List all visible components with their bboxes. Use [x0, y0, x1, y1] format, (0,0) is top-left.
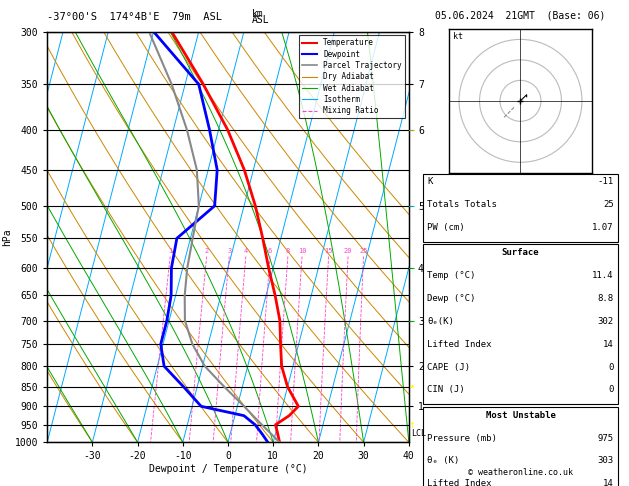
Text: km: km: [252, 9, 264, 19]
Text: PW (cm): PW (cm): [427, 223, 465, 232]
Text: 0: 0: [608, 385, 614, 395]
Text: θₑ (K): θₑ (K): [427, 456, 459, 466]
Text: 25: 25: [359, 248, 368, 254]
Text: 1: 1: [168, 248, 172, 254]
Text: 975: 975: [598, 434, 614, 443]
Text: LCL: LCL: [411, 429, 426, 438]
Text: 11.4: 11.4: [593, 271, 614, 280]
Text: 15: 15: [325, 248, 333, 254]
Text: 20: 20: [344, 248, 352, 254]
Text: 8: 8: [286, 248, 290, 254]
X-axis label: Dewpoint / Temperature (°C): Dewpoint / Temperature (°C): [148, 464, 308, 474]
Text: Lifted Index: Lifted Index: [427, 340, 492, 349]
Text: 0: 0: [608, 363, 614, 372]
Text: 2: 2: [204, 248, 209, 254]
Text: Dewp (°C): Dewp (°C): [427, 294, 476, 303]
Text: •: •: [409, 382, 415, 392]
Text: kt: kt: [453, 33, 463, 41]
Legend: Temperature, Dewpoint, Parcel Trajectory, Dry Adiabat, Wet Adiabat, Isotherm, Mi: Temperature, Dewpoint, Parcel Trajectory…: [299, 35, 405, 118]
Text: Most Unstable: Most Unstable: [486, 411, 555, 420]
Text: 3: 3: [227, 248, 231, 254]
Text: Totals Totals: Totals Totals: [427, 200, 497, 209]
Text: 303: 303: [598, 456, 614, 466]
Text: 8.8: 8.8: [598, 294, 614, 303]
Text: -37°00'S  174°4B'E  79m  ASL: -37°00'S 174°4B'E 79m ASL: [47, 12, 222, 22]
Text: ↑: ↑: [409, 420, 415, 430]
Text: ASL: ASL: [252, 15, 269, 25]
Text: -11: -11: [598, 177, 614, 187]
Text: K: K: [427, 177, 433, 187]
Text: Temp (°C): Temp (°C): [427, 271, 476, 280]
Text: 14: 14: [603, 340, 614, 349]
Text: CAPE (J): CAPE (J): [427, 363, 470, 372]
Y-axis label: hPa: hPa: [2, 228, 12, 246]
Text: 10: 10: [298, 248, 306, 254]
Text: —: —: [409, 125, 415, 135]
Text: 6: 6: [268, 248, 272, 254]
Text: CIN (J): CIN (J): [427, 385, 465, 395]
Text: 302: 302: [598, 317, 614, 326]
Text: 25: 25: [603, 200, 614, 209]
Text: Lifted Index: Lifted Index: [427, 479, 492, 486]
Text: 1.07: 1.07: [593, 223, 614, 232]
Text: θₑ(K): θₑ(K): [427, 317, 454, 326]
Text: Surface: Surface: [502, 248, 539, 258]
Text: 14: 14: [603, 479, 614, 486]
Text: Pressure (mb): Pressure (mb): [427, 434, 497, 443]
Text: © weatheronline.co.uk: © weatheronline.co.uk: [468, 468, 573, 477]
Text: —: —: [409, 315, 415, 326]
Text: —: —: [409, 201, 415, 211]
Text: —: —: [409, 263, 415, 273]
Text: 4: 4: [243, 248, 248, 254]
Text: 05.06.2024  21GMT  (Base: 06): 05.06.2024 21GMT (Base: 06): [435, 11, 606, 21]
